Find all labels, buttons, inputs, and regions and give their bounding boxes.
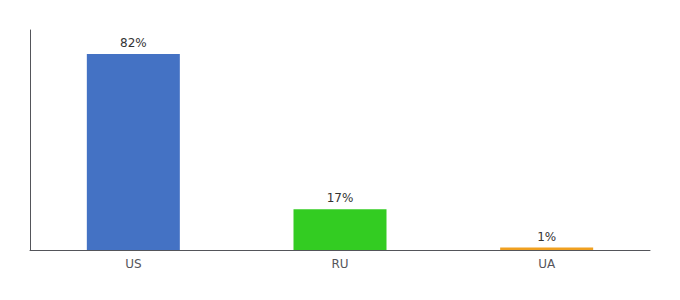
svg-text:1%: 1% xyxy=(537,230,556,244)
svg-text:17%: 17% xyxy=(327,191,354,205)
svg-text:UA: UA xyxy=(538,257,556,271)
svg-text:RU: RU xyxy=(331,257,348,271)
svg-text:US: US xyxy=(125,257,141,271)
svg-text:82%: 82% xyxy=(120,36,147,50)
